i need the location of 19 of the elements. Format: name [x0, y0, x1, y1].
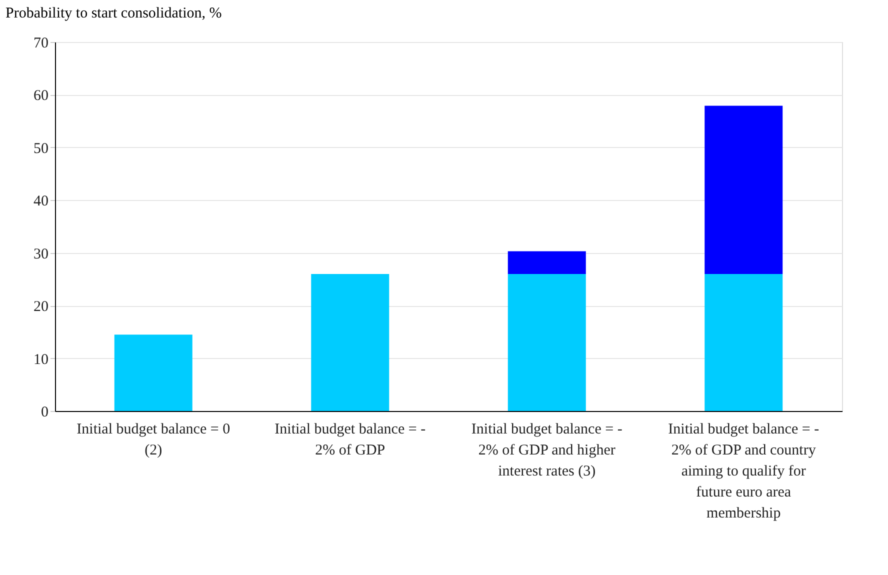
bar: [114, 334, 192, 411]
bar: [704, 106, 783, 274]
y-tick-label: 30: [34, 246, 48, 262]
x-tick-label: Initial budget balance = - 2% of GDP: [274, 422, 426, 458]
y-tick-label: 70: [34, 36, 48, 52]
y-axis-title: Probability to start consolidation, %: [6, 6, 222, 22]
y-tick-label: 60: [34, 88, 48, 104]
y-tick-label: 10: [34, 352, 48, 368]
bar: [311, 274, 390, 411]
bar: [508, 274, 586, 411]
x-tick-label: Initial budget balance = - 2% of GDP and country aiming to qualify for future euro area membership: [668, 422, 820, 522]
y-tick-label: 0: [41, 404, 48, 420]
x-tick-label: Initial budget balance = 0 (2): [76, 422, 230, 458]
bar: [704, 274, 783, 411]
x-tick-label: Initial budget balance = - 2% of GDP and higher interest rates (3): [471, 422, 622, 480]
y-tick-label: 20: [34, 299, 48, 316]
bar: [508, 251, 586, 274]
y-tick-label: 50: [34, 140, 48, 157]
y-tick-label: 40: [34, 194, 48, 210]
